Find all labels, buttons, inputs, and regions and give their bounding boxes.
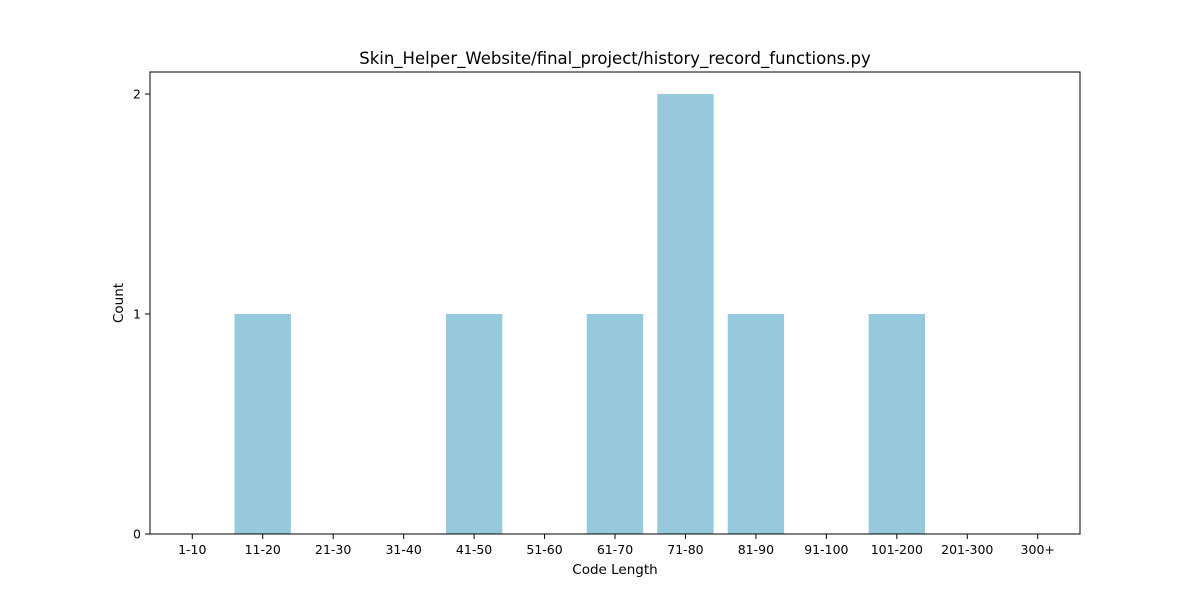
x-tick-label: 41-50 — [456, 542, 492, 557]
x-tick-label: 61-70 — [597, 542, 633, 557]
x-tick-label: 51-60 — [526, 542, 562, 557]
chart-title: Skin_Helper_Website/final_project/histor… — [359, 49, 871, 69]
y-tick-label: 0 — [133, 527, 141, 542]
x-tick-label: 81-90 — [738, 542, 774, 557]
bar-81-90 — [727, 314, 785, 534]
x-tick-label: 300+ — [1021, 542, 1055, 557]
bar-41-50 — [445, 314, 503, 534]
x-axis-label: Code Length — [572, 562, 657, 578]
x-tick-label: 101-200 — [871, 542, 923, 557]
x-tick-label: 1-10 — [178, 542, 206, 557]
x-tick-label: 71-80 — [667, 542, 703, 557]
x-tick-label: 21-30 — [315, 542, 351, 557]
y-axis-label: Count — [111, 283, 127, 323]
bars-group — [234, 94, 925, 534]
y-axis: 0 1 2 — [133, 87, 150, 542]
y-tick-label: 2 — [133, 87, 141, 102]
bar-61-70 — [586, 314, 644, 534]
x-tick-label: 91-100 — [804, 542, 848, 557]
x-tick-label: 31-40 — [385, 542, 421, 557]
x-tick-label: 201-300 — [941, 542, 993, 557]
y-tick-label: 1 — [133, 307, 141, 322]
bar-101-200 — [868, 314, 925, 534]
bar-11-20 — [234, 314, 291, 534]
x-axis: 1-10 11-20 21-30 31-40 41-50 51-60 61-70 71-80 8… — [178, 534, 1055, 557]
bar-71-80 — [657, 94, 714, 534]
x-tick-label: 11-20 — [245, 542, 281, 557]
